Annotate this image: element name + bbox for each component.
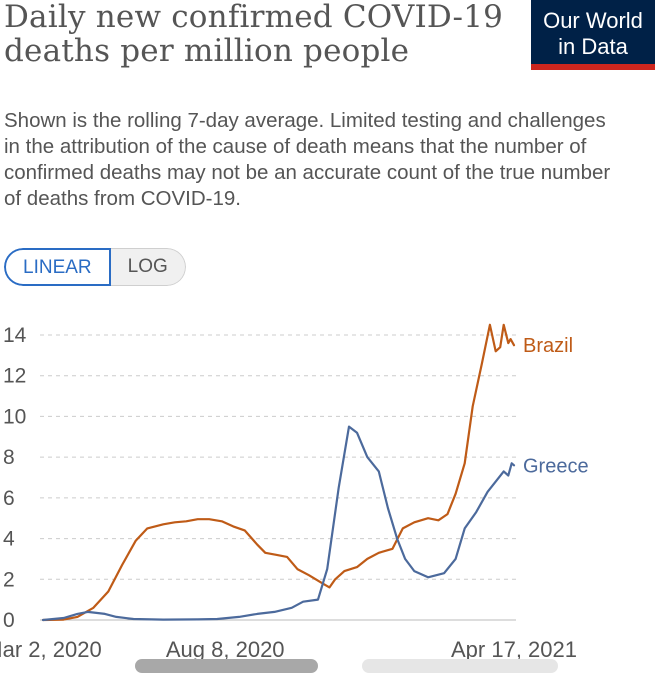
bottom-tab-chart[interactable] [135, 659, 318, 673]
y-tick-label: 12 [3, 365, 26, 388]
log-scale-button[interactable]: LOG [110, 248, 186, 286]
chart-subtitle: Shown is the rolling 7-day average. Limi… [4, 109, 611, 210]
y-tick-label: 2 [3, 568, 15, 591]
x-tick-label: Aug 8, 2020 [166, 637, 285, 662]
logo-line-2: in Data [558, 34, 628, 59]
y-tick-label: 4 [3, 528, 15, 551]
series-label-greece: Greece [523, 455, 589, 477]
series-line-brazil [41, 323, 516, 622]
scale-toggle: LINEAR LOG [4, 248, 186, 286]
linear-scale-button[interactable]: LINEAR [4, 248, 111, 286]
y-tick-label: 8 [3, 446, 15, 469]
x-tick-label: Apr 17, 2021 [451, 637, 577, 662]
y-tick-label: 6 [3, 487, 15, 510]
owid-logo[interactable]: Our World in Data [531, 0, 655, 70]
chart-title: Daily new confirmed COVID-19 deaths per … [4, 0, 504, 69]
y-tick-label: 0 [3, 609, 15, 632]
y-tick-label: 10 [3, 405, 26, 428]
x-tick-label: Mar 2, 2020 [0, 637, 102, 662]
series-label-brazil: Brazil [523, 335, 573, 357]
series-line-greece [41, 425, 516, 622]
bottom-tab-map[interactable] [362, 659, 558, 673]
y-tick-label: 14 [3, 324, 27, 347]
chart-area: 0 2 4 6 8 10 12 14 Mar 2, 2020 Aug 8, 2020 Apr 17,… [0, 323, 589, 662]
logo-line-1: Our World [543, 8, 643, 33]
